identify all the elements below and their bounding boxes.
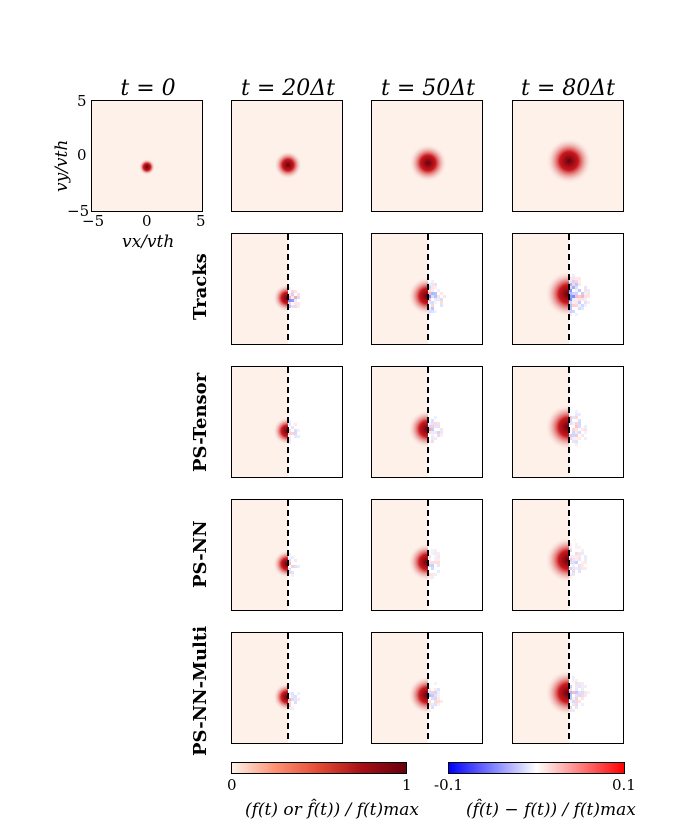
y-axis-label: vy/vth: [52, 139, 72, 192]
colorbar-seq-min: 0: [227, 776, 237, 794]
row-label-ps-tensor: PS-Tensor: [190, 372, 211, 472]
column-title-1: t = 20Δt: [241, 76, 335, 101]
colorbar-div-title: (f̂(t) − f(t)) / f(t)max: [466, 800, 636, 820]
panel-ps-nn-multi-c3: [512, 632, 624, 744]
panel-ps-tensor-c1: [231, 366, 343, 478]
panel-ps-nn-multi-c2: [371, 632, 483, 744]
ytick-bottom: −5: [67, 202, 90, 220]
x-axis-label: vx/vth: [122, 232, 175, 252]
colorbar-seq-max: 1: [402, 776, 412, 794]
panel-r0-c3: [512, 100, 624, 212]
blob-r0-c0: [139, 159, 155, 175]
panel-tracks-c2: [371, 233, 483, 345]
colorbar-seq-title: (f(t) or f̂(t)) / f(t)max: [245, 800, 419, 820]
xtick-left: −5: [82, 212, 105, 230]
xtick-mid: 0: [142, 212, 152, 230]
colorbar-div-max: 0.1: [612, 776, 636, 794]
ytick-mid: 0: [77, 146, 87, 164]
panel-ps-nn-multi-c1: [231, 632, 343, 744]
panel-tracks-c3: [512, 233, 624, 345]
panel-ps-nn-c1: [231, 499, 343, 611]
row-label-ps-nn: PS-NN: [190, 520, 211, 588]
row-label-tracks: Tracks: [190, 253, 211, 320]
row-label-ps-nn-multi: PS-NN-Multi: [190, 625, 211, 756]
panel-ps-tensor-c3: [512, 366, 624, 478]
column-title-2: t = 50Δt: [381, 76, 475, 101]
panel-r0-c2: [371, 100, 483, 212]
panel-r0-c0: [91, 100, 203, 212]
column-title-3: t = 80Δt: [521, 76, 615, 101]
panel-ps-nn-c3: [512, 499, 624, 611]
panel-r0-c1: [231, 100, 343, 212]
colorbar-sequential: [231, 762, 407, 774]
panel-ps-nn-c2: [371, 499, 483, 611]
column-title-0: t = 0: [120, 76, 176, 101]
colorbar-diverging: [448, 762, 625, 774]
colorbar-div-min: -0.1: [434, 776, 463, 794]
panel-ps-tensor-c2: [371, 366, 483, 478]
xtick-right: 5: [196, 212, 206, 230]
panel-tracks-c1: [231, 233, 343, 345]
ytick-top: 5: [77, 92, 87, 110]
